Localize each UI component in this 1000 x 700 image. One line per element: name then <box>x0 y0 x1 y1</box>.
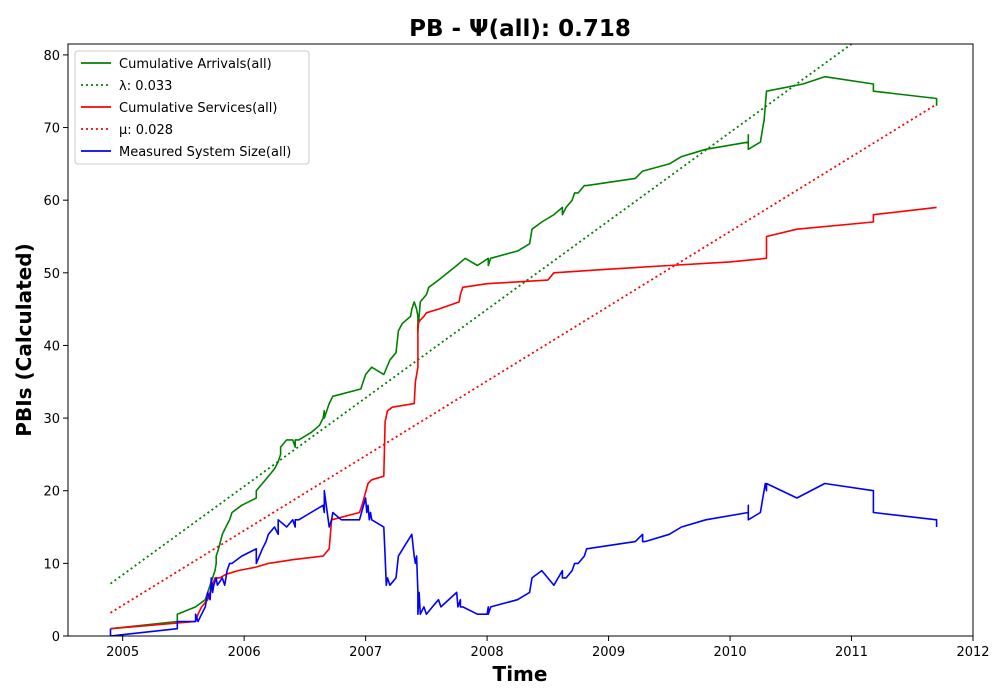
y-tick-label: 60 <box>43 194 60 209</box>
x-axis: 2005 2006 2007 2008 2009 2010 2011 2012 <box>106 636 990 660</box>
y-tick-label: 20 <box>43 485 60 500</box>
legend-label: λ: 0.033 <box>119 79 172 94</box>
x-axis-title: Time <box>493 662 548 686</box>
y-tick-label: 70 <box>43 122 60 137</box>
y-axis: 0 10 20 30 40 50 60 70 80 <box>43 49 68 645</box>
legend-label: Cumulative Services(all) <box>119 101 277 116</box>
legend: Cumulative Arrivals(all) λ: 0.033 Cumulati… <box>74 50 310 165</box>
y-tick-label: 30 <box>43 412 60 427</box>
plot-frame <box>67 43 974 637</box>
x-tick-label: 2009 <box>592 645 625 660</box>
x-tick-label: 2008 <box>471 645 504 660</box>
x-tick-label: 2012 <box>956 645 989 660</box>
x-tick-label: 2011 <box>835 645 868 660</box>
legend-label: Cumulative Arrivals(all) <box>119 57 272 72</box>
legend-label: Measured System Size(all) <box>119 145 291 160</box>
y-tick-label: 0 <box>52 630 60 645</box>
x-tick-label: 2007 <box>349 645 382 660</box>
y-tick-label: 10 <box>43 557 60 572</box>
series-line-5 <box>109 482 938 636</box>
y-tick-label: 80 <box>43 49 60 64</box>
y-tick-label: 40 <box>43 339 60 354</box>
plot-lines <box>109 44 938 636</box>
y-axis-title: PBIs (Calculated) <box>12 243 36 436</box>
x-tick-label: 2010 <box>714 645 747 660</box>
x-tick-label: 2006 <box>228 645 261 660</box>
chart-title: PB - Ψ(all): 0.718 <box>409 16 631 42</box>
legend-label: μ: 0.028 <box>119 123 173 138</box>
series-line-4 <box>110 103 938 614</box>
x-tick-label: 2005 <box>106 645 139 660</box>
series-line-3 <box>110 206 937 630</box>
legend-box <box>74 50 310 165</box>
series-line-1 <box>110 75 938 630</box>
y-tick-label: 50 <box>43 267 60 282</box>
